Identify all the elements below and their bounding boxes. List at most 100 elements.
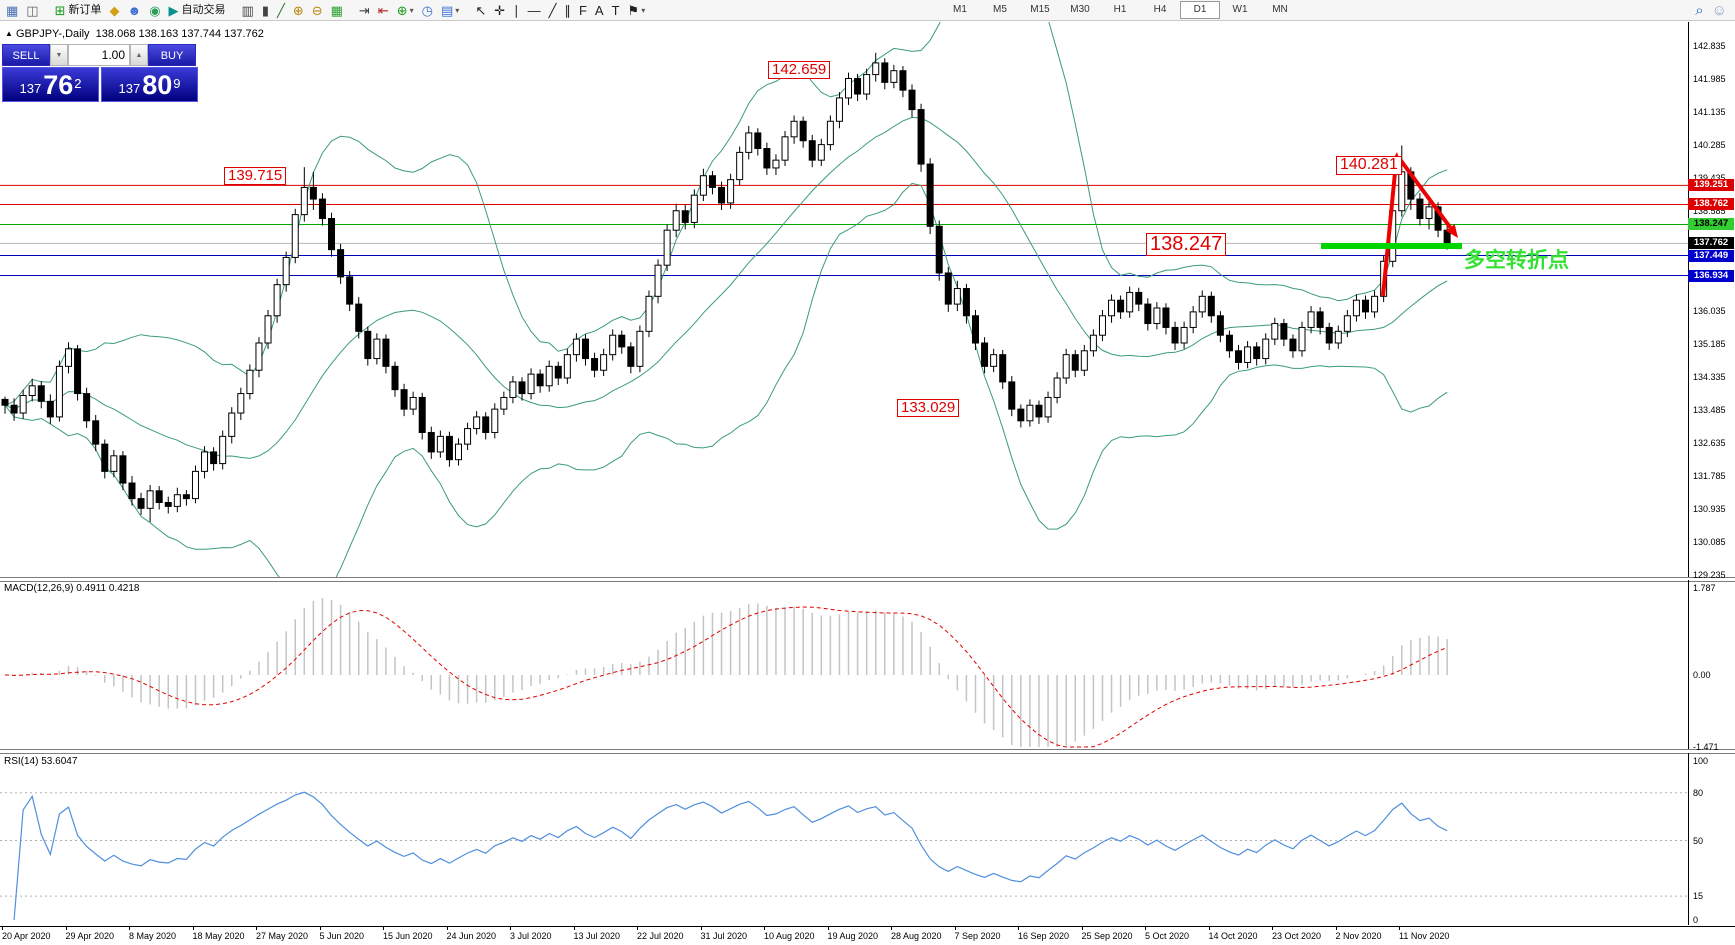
signals-icon[interactable]: ◉ [149, 2, 161, 18]
candle-body [745, 132, 753, 153]
arrows-icon[interactable]: ⚑ ▾ [627, 2, 646, 18]
search-icon[interactable]: ⌕ [1695, 2, 1704, 19]
equidistant-channel-icon[interactable]: ∥ [564, 2, 571, 18]
add-indicator-icon[interactable]: ⊕ ▾ [396, 2, 414, 18]
candle-body [1117, 299, 1125, 313]
time-axis-tick [954, 927, 956, 930]
bar-chart-mode-icon[interactable]: ▥ [241, 2, 254, 18]
symbol-info-line: ▲ GBPJPY-,Daily 138.068 138.163 137.744 … [5, 28, 264, 40]
time-axis-tick [192, 927, 194, 930]
fibonacci-icon[interactable]: F [578, 2, 587, 18]
macd-pane[interactable] [0, 580, 1735, 750]
candle-body [1071, 354, 1079, 371]
trendline-icon[interactable]: ╱ [548, 2, 557, 18]
time-axis-label: 10 Aug 2020 [764, 931, 815, 941]
price-annotation-box[interactable]: 142.659 [768, 61, 831, 79]
candle-body [708, 175, 716, 188]
expert-advisors-icon[interactable]: ☻ [127, 2, 142, 18]
cursor-icon[interactable]: ↖ [475, 2, 487, 18]
candle-body [1026, 404, 1034, 422]
candle-body [210, 451, 218, 465]
crosshair-icon[interactable]: ✛ [494, 2, 506, 18]
current-price-tag: 137.762 [1688, 237, 1734, 249]
timeframe-h1[interactable]: H1 [1113, 4, 1127, 15]
candle-body [500, 396, 508, 410]
timeframe-w1[interactable]: W1 [1232, 4, 1248, 15]
time-axis-label: 11 Nov 2020 [1399, 931, 1450, 941]
candle-body [282, 256, 290, 286]
candle-body [1198, 295, 1206, 313]
volume-input[interactable] [68, 44, 130, 66]
price-annotation-box[interactable]: 138.247 [1146, 233, 1227, 256]
pane-divider[interactable] [0, 749, 1735, 754]
timeframe-mn[interactable]: MN [1272, 4, 1288, 15]
vertical-line-icon[interactable]: ∣ [513, 2, 520, 18]
timeframe-m1[interactable]: M1 [953, 4, 967, 15]
indicators-list-icon[interactable]: ◆ [109, 2, 120, 18]
price-tick-label: 139.435 [1693, 173, 1726, 183]
pane-divider[interactable] [0, 577, 1735, 582]
candle-body [944, 272, 952, 305]
profiles-icon[interactable]: ◫ [26, 2, 39, 18]
timeframe-h4[interactable]: H4 [1153, 4, 1167, 15]
price-annotation-box[interactable]: 139.715 [224, 167, 287, 185]
candle-body [672, 210, 680, 231]
timeframe-d1[interactable]: D1 [1180, 1, 1220, 19]
candle-body [990, 354, 998, 367]
line-chart-mode-icon[interactable]: ╱ [276, 2, 285, 18]
support-zone-band[interactable] [1321, 243, 1462, 249]
main-chart-pane[interactable] [0, 22, 1735, 577]
zoom-in-icon[interactable]: ⊕ [292, 2, 304, 18]
buy-button[interactable]: BUY [148, 44, 196, 66]
candle-body [554, 365, 562, 379]
candle-body [826, 120, 834, 146]
time-axis-tick [65, 927, 67, 930]
candle-body [563, 354, 571, 379]
candle-body [291, 214, 299, 258]
candle-body [191, 470, 199, 500]
candle-body [182, 494, 190, 500]
candle-body [1171, 326, 1179, 344]
auto-trading-button[interactable]: ▶ 自动交易 [168, 2, 226, 18]
chart-shift-icon[interactable]: ⇤ [377, 2, 389, 18]
candle-body [772, 159, 780, 169]
timeframe-m30[interactable]: M30 [1070, 4, 1090, 15]
candle-body [627, 346, 635, 367]
time-axis[interactable]: 20 Apr 2020 29 Apr 2020 8 May 2020 18 May 2… [0, 926, 1735, 945]
buy-price-panel[interactable]: 137 80 9 [101, 67, 198, 102]
candle-body [663, 229, 671, 266]
candle-body [473, 416, 481, 430]
candle-body [455, 443, 462, 461]
rsi-pane[interactable] [0, 753, 1735, 925]
periods-icon[interactable]: ◷ [421, 2, 433, 18]
volume-increase-button[interactable]: ▲ [130, 44, 148, 66]
text-icon[interactable]: A [594, 2, 604, 18]
candle-body [137, 498, 145, 509]
tile-windows-icon[interactable]: ▦ [330, 2, 343, 18]
volume-decrease-button[interactable]: ▼ [50, 44, 68, 66]
sell-price-panel[interactable]: 137 76 2 [2, 67, 99, 102]
templates-icon[interactable]: ▤ ▾ [441, 2, 460, 18]
new-order-button[interactable]: ⊞ 新订单 [54, 2, 102, 18]
sell-price-pipette: 2 [74, 76, 82, 91]
text-label-icon[interactable]: T [611, 2, 620, 18]
time-axis-label: 2 Nov 2020 [1335, 931, 1382, 941]
timeframe-m5[interactable]: M5 [993, 4, 1007, 15]
community-icon[interactable]: ☺ [1711, 2, 1727, 19]
down-trend-arrow [1397, 156, 1452, 229]
horizontal-line-icon[interactable]: — [527, 2, 541, 18]
one-click-toggle[interactable]: ▲ [5, 29, 13, 38]
price-annotation-box[interactable]: 140.281 [1336, 156, 1402, 175]
auto-scroll-icon[interactable]: ⇥ [358, 2, 370, 18]
tick-chart-icon[interactable]: ▦ [6, 2, 19, 18]
turning-point-annotation-text[interactable]: 多空转折点 [1464, 248, 1569, 272]
sell-button[interactable]: SELL [2, 44, 50, 66]
time-axis-label: 23 Oct 2020 [1272, 931, 1322, 941]
price-annotation-box[interactable]: 133.029 [897, 399, 960, 417]
candlestick-mode-icon[interactable]: ▮ [261, 2, 269, 18]
time-axis-label: 29 Apr 2020 [65, 931, 115, 941]
zoom-out-icon[interactable]: ⊖ [311, 2, 323, 18]
timeframe-m15[interactable]: M15 [1030, 4, 1050, 15]
candle-body [962, 288, 970, 317]
candle-body [482, 416, 490, 433]
